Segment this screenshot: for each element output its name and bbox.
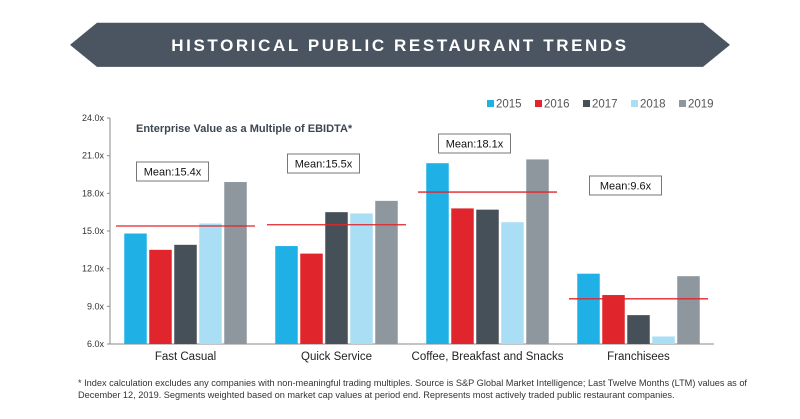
bar-2016: [149, 249, 172, 344]
chart-legend: 2015 2016 2017 2018 2019: [487, 99, 714, 111]
legend-label-2019: 2019: [688, 99, 714, 111]
legend-label-2016: 2016: [544, 99, 570, 111]
chart-title: Enterprise Value as a Multiple of EBIDTA…: [136, 123, 353, 135]
y-tick-label: 21.0x: [82, 151, 105, 161]
title-banner: HISTORICAL PUBLIC RESTAURANT TRENDS: [70, 22, 730, 67]
bar-2018: [501, 222, 524, 344]
bar-2016: [300, 253, 323, 344]
bar-2016: [602, 295, 625, 344]
bar-2015: [426, 163, 449, 344]
y-tick-label: 6.0x: [87, 339, 105, 349]
category-label: Quick Service: [301, 351, 372, 363]
legend-swatch-2015: [487, 100, 494, 107]
legend-swatch-2018: [631, 100, 638, 107]
bar-2017: [476, 209, 499, 344]
bar-2015: [577, 273, 600, 344]
category-label: Coffee, Breakfast and Snacks: [412, 351, 564, 363]
bar-2018: [350, 213, 373, 344]
bar-2019: [526, 159, 549, 344]
legend-label-2015: 2015: [496, 99, 522, 111]
y-tick-label: 18.0x: [82, 188, 105, 198]
mean-label-box: [438, 133, 511, 154]
mean-label-box: [136, 161, 209, 182]
footnote: * Index calculation excludes any compani…: [78, 378, 747, 400]
y-tick-label: 9.0x: [87, 301, 105, 311]
bar-2019: [375, 200, 398, 344]
mean-label: Mean:18.1x: [446, 139, 504, 151]
bar-2015: [124, 233, 147, 344]
bar-2017: [174, 244, 197, 344]
banner-title: HISTORICAL PUBLIC RESTAURANT TRENDS: [171, 36, 628, 55]
mean-label-box: [589, 175, 662, 196]
bar-2018: [652, 336, 675, 344]
mean-label: Mean:15.4x: [144, 167, 202, 179]
y-tick-label: 15.0x: [82, 226, 105, 236]
bar-2019: [677, 276, 700, 344]
bar-2017: [325, 212, 348, 344]
legend-swatch-2016: [535, 100, 542, 107]
legend-swatch-2019: [679, 100, 686, 107]
banner-shape: [70, 22, 730, 67]
category-label: Franchisees: [607, 351, 670, 363]
bar-2015: [275, 246, 298, 344]
chart-bars: Fast Casual Quick Service Coffee, Breakfas…: [124, 159, 700, 363]
y-tick-label: 24.0x: [82, 113, 105, 123]
mean-label: Mean:9.6x: [600, 181, 652, 193]
bar-2018: [199, 223, 222, 344]
legend-swatch-2017: [583, 100, 590, 107]
y-tick-label: 12.0x: [82, 264, 105, 274]
bar-2017: [627, 315, 650, 344]
mean-label: Mean:15.5x: [295, 159, 353, 171]
chart-means: Mean:15.4x Mean:15.5x Mean:18.1x Mean:9.6x: [116, 133, 708, 300]
category-label: Fast Casual: [155, 351, 216, 363]
bar-2016: [451, 208, 474, 344]
legend-label-2017: 2017: [592, 99, 618, 111]
mean-label-box: [287, 153, 360, 174]
bar-2019: [224, 182, 247, 344]
bar-chart: 6.0x 9.0x 12.0x 15.0x 18.0x 21.0x 24.0x Fast C…: [82, 99, 714, 363]
legend-label-2018: 2018: [640, 99, 666, 111]
